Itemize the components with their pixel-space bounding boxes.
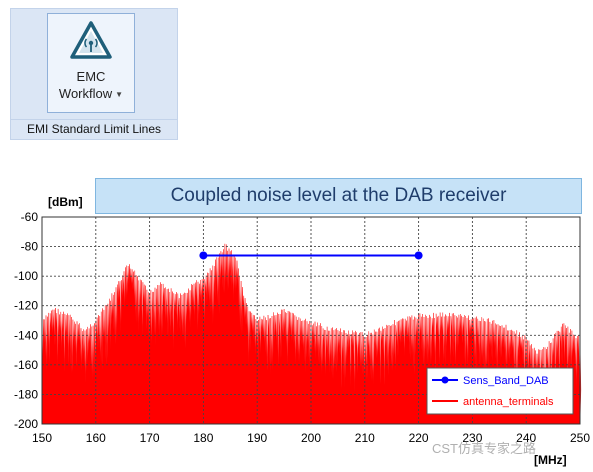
sens-band-dab-point — [199, 251, 208, 260]
plot-frame — [41, 216, 581, 425]
x-tick-label: 230 — [462, 431, 482, 445]
emc-label-line2: Workflow — [58, 86, 113, 101]
dropdown-arrow-icon[interactable]: ▼ — [115, 90, 124, 100]
x-axis-unit: [MHz] — [534, 453, 567, 467]
ribbon-group: EMC Workflow ▼ EMI Standard Limit Lines — [10, 8, 178, 140]
watermark: CST仿真专家之路 — [432, 441, 537, 456]
emc-label-line1: EMC — [76, 69, 106, 84]
y-tick-label: -80 — [21, 240, 39, 254]
emc-workflow-label: EMC Workflow ▼ — [48, 68, 134, 103]
y-tick-label: -100 — [14, 269, 38, 283]
x-tick-label: 240 — [516, 431, 536, 445]
y-tick-label: -180 — [14, 387, 38, 401]
y-axis-unit: [dBm] — [48, 195, 83, 209]
legend-marker-sens-band-dab — [441, 376, 449, 384]
legend-box — [426, 367, 574, 415]
x-tick-label: 190 — [247, 431, 267, 445]
sens-band-dab-point — [414, 251, 423, 260]
y-tick-label: -160 — [14, 358, 38, 372]
y-tick-label: -120 — [14, 299, 38, 313]
y-tick-label: -60 — [21, 210, 39, 224]
antenna-warning-icon — [70, 21, 112, 59]
legend-label-sens-band-dab: Sens_Band_DAB — [463, 375, 549, 387]
x-tick-label: 220 — [409, 431, 429, 445]
chart-title: Coupled noise level at the DAB receiver — [95, 178, 582, 214]
y-tick-label: -200 — [14, 417, 38, 431]
legend-label-antenna-terminals: antenna_terminals — [463, 396, 554, 408]
x-tick-label: 250 — [570, 431, 590, 445]
emc-workflow-button[interactable]: EMC Workflow ▼ — [47, 13, 135, 113]
y-tick-label: -140 — [14, 328, 38, 342]
x-tick-label: 160 — [86, 431, 106, 445]
x-tick-label: 180 — [193, 431, 213, 445]
ribbon-group-label: EMI Standard Limit Lines — [11, 119, 177, 138]
x-tick-label: 150 — [32, 431, 52, 445]
x-tick-label: 170 — [140, 431, 160, 445]
x-tick-label: 200 — [301, 431, 321, 445]
x-tick-label: 210 — [355, 431, 375, 445]
